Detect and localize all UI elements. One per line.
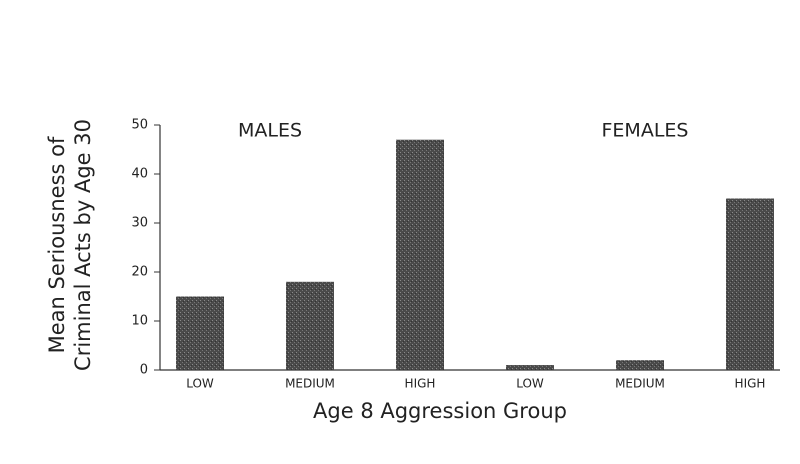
group-label: MALES [238, 120, 302, 142]
y-tick-label: 30 [131, 216, 148, 231]
x-tick-label: MEDIUM [285, 377, 335, 391]
bar [726, 198, 774, 370]
y-axis-title: Criminal Acts by Age 30 [71, 119, 95, 371]
x-tick-label: HIGH [405, 377, 436, 391]
bar [616, 360, 664, 370]
bar [286, 281, 334, 370]
y-axis-title: Mean Seriousness of [45, 136, 69, 353]
bar [396, 139, 444, 370]
x-axis-title: Age 8 Aggression Group [313, 399, 567, 423]
group-label: FEMALES [602, 120, 689, 142]
y-tick-label: 50 [131, 118, 148, 133]
x-tick-label: MEDIUM [615, 377, 665, 391]
x-tick-label: LOW [516, 377, 544, 391]
y-tick-label: 0 [140, 363, 148, 378]
y-tick-label: 40 [131, 167, 148, 182]
bar [506, 365, 554, 370]
x-tick-label: HIGH [735, 377, 766, 391]
y-tick-label: 10 [131, 314, 148, 329]
x-tick-label: LOW [186, 377, 214, 391]
bar [176, 296, 224, 370]
y-tick-label: 20 [131, 265, 148, 280]
